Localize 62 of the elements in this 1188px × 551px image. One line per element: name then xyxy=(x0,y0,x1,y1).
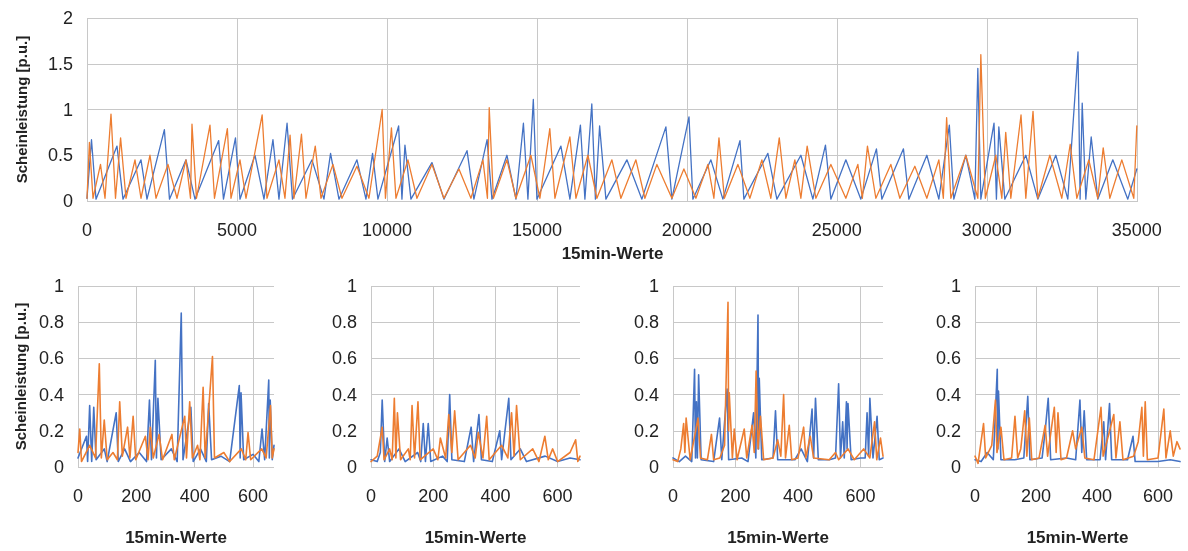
x-tick-label: 30000 xyxy=(961,220,1012,240)
y-tick-label: 2 xyxy=(62,8,73,28)
y-tick-label: 0.4 xyxy=(633,384,659,405)
x-axis-title: 15min-Werte xyxy=(125,528,227,547)
line-series xyxy=(77,355,275,463)
y-tick-label: 0.2 xyxy=(935,420,961,441)
y-tick-label: 0 xyxy=(62,191,73,211)
y-tick-label: 0 xyxy=(346,457,357,477)
y-axis-title: Scheinleistung [p.u.] xyxy=(12,302,29,451)
x-tick-label: 25000 xyxy=(811,220,862,240)
y-tick-label: 0.8 xyxy=(935,312,961,333)
y-tick-label: 1.5 xyxy=(47,53,73,74)
y-tick-label: 0.4 xyxy=(331,384,357,405)
x-axis-title: 15min-Werte xyxy=(424,528,527,547)
x-tick-label: 0 xyxy=(667,486,679,506)
x-tick-label: 400 xyxy=(179,486,210,506)
x-tick-label: 200 xyxy=(1020,486,1052,506)
x-axis-title: 15min-Werte xyxy=(561,244,664,263)
x-tick-label: 0 xyxy=(365,486,377,506)
y-tick-label: 0.6 xyxy=(633,348,659,369)
x-tick-label: 5000 xyxy=(216,220,257,240)
y-tick-label: 1 xyxy=(346,276,357,296)
x-tick-label: 10000 xyxy=(361,220,412,240)
y-tick-label: 0.8 xyxy=(633,312,659,333)
y-tick-label: 0 xyxy=(648,457,659,477)
y-tick-label: 0.6 xyxy=(38,348,64,369)
y-tick-label: 0 xyxy=(950,457,961,477)
x-tick-label: 400 xyxy=(1082,486,1113,506)
x-tick-label: 600 xyxy=(1143,486,1174,506)
y-tick-label: 0.5 xyxy=(47,145,73,166)
y-tick-label: 0.4 xyxy=(38,384,64,405)
x-tick-label: 35000 xyxy=(1111,220,1162,240)
x-tick-label: 600 xyxy=(542,486,573,506)
y-tick-label: 1 xyxy=(648,276,659,296)
y-tick-label: 1 xyxy=(950,276,961,296)
x-tick-label: 20000 xyxy=(661,220,712,240)
x-tick-label: 600 xyxy=(845,486,876,506)
x-axis-title: 15min-Werte xyxy=(1026,528,1129,547)
y-tick-label: 1 xyxy=(62,99,73,120)
x-tick-label: 600 xyxy=(237,486,269,506)
y-tick-label: 0.2 xyxy=(633,420,659,441)
x-axis-title: 15min-Werte xyxy=(727,528,829,547)
y-tick-label: 0.8 xyxy=(38,312,64,333)
line-series xyxy=(77,312,275,463)
y-tick-label: 0 xyxy=(53,457,64,477)
x-tick-label: 400 xyxy=(480,486,511,506)
y-tick-label: 0.2 xyxy=(331,420,357,441)
y-tick-label: 0.6 xyxy=(331,348,357,369)
x-tick-label: 200 xyxy=(720,486,751,506)
x-tick-label: 200 xyxy=(121,486,152,506)
y-tick-label: 0.4 xyxy=(935,384,961,405)
x-tick-label: 200 xyxy=(418,486,449,506)
y-axis-title: Scheinleistung [p.u.] xyxy=(13,35,30,184)
y-tick-label: 0.8 xyxy=(331,312,357,333)
x-tick-label: 0 xyxy=(969,486,981,506)
line-series xyxy=(974,368,1181,463)
y-tick-label: 0.6 xyxy=(935,348,961,369)
y-tick-label: 0.2 xyxy=(38,420,64,441)
x-tick-label: 0 xyxy=(81,220,93,240)
y-tick-label: 1 xyxy=(53,276,64,296)
x-tick-label: 15000 xyxy=(511,220,562,240)
x-tick-label: 400 xyxy=(782,486,814,506)
